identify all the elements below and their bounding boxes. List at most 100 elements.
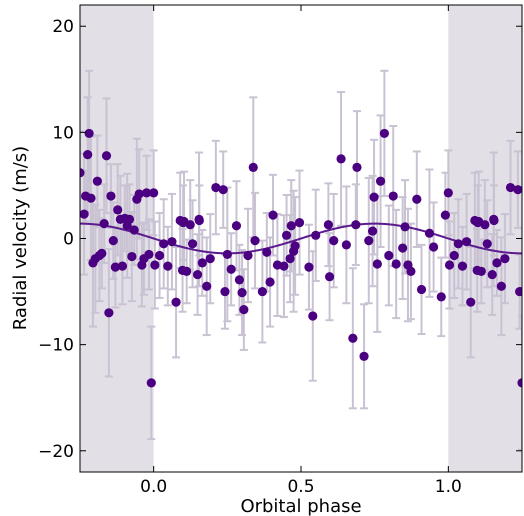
- data-point: [147, 378, 156, 387]
- data-point: [250, 236, 259, 245]
- x-tick-label: 0.0: [140, 477, 167, 497]
- data-point: [480, 220, 489, 229]
- data-point: [118, 261, 127, 270]
- data-point: [500, 254, 509, 263]
- data-point: [144, 250, 153, 259]
- data-point: [202, 282, 211, 291]
- data-point: [515, 287, 524, 296]
- data-point: [497, 282, 506, 291]
- data-point: [265, 277, 274, 286]
- data-point: [351, 220, 360, 229]
- data-point: [364, 236, 373, 245]
- data-point: [219, 185, 228, 194]
- data-point: [268, 211, 277, 220]
- x-axis-label: Orbital phase: [240, 496, 361, 516]
- data-point: [100, 219, 109, 228]
- data-point: [249, 163, 258, 172]
- data-point: [384, 251, 393, 260]
- data-point: [97, 249, 106, 258]
- data-point: [352, 163, 361, 172]
- data-point: [102, 151, 111, 160]
- data-point: [336, 154, 345, 163]
- data-point: [109, 236, 118, 245]
- data-point: [311, 231, 320, 240]
- data-point: [406, 267, 415, 276]
- data-point: [359, 352, 368, 361]
- data-point: [239, 305, 248, 314]
- data-point: [477, 267, 486, 276]
- data-point: [287, 221, 296, 230]
- data-point: [342, 240, 351, 249]
- data-point: [227, 265, 236, 274]
- data-point: [262, 248, 271, 257]
- data-point: [376, 177, 385, 186]
- data-point: [93, 177, 102, 186]
- data-point: [458, 261, 467, 270]
- data-point: [80, 209, 89, 218]
- y-tick-label: 0: [63, 230, 74, 250]
- data-point: [437, 292, 446, 301]
- y-tick-label: −20: [38, 442, 74, 462]
- data-point: [492, 258, 501, 267]
- y-axis-label: Radial velocity (m/s): [10, 146, 31, 330]
- data-point: [243, 251, 252, 260]
- data-point: [182, 267, 191, 276]
- data-point: [223, 250, 232, 259]
- data-point: [85, 129, 94, 138]
- data-point: [282, 231, 291, 240]
- data-point: [488, 270, 497, 279]
- data-point: [398, 243, 407, 252]
- y-tick-label: 20: [52, 17, 74, 37]
- data-point: [450, 251, 459, 260]
- data-point: [441, 211, 450, 220]
- data-point: [400, 222, 409, 231]
- data-point: [425, 229, 434, 238]
- data-point: [104, 308, 113, 317]
- data-point: [193, 270, 202, 279]
- data-point: [466, 298, 475, 307]
- data-point: [489, 216, 498, 225]
- data-point: [380, 129, 389, 138]
- data-point: [198, 258, 207, 267]
- data-point: [483, 239, 492, 248]
- data-point: [329, 236, 338, 245]
- data-point: [155, 251, 164, 260]
- data-point: [186, 220, 195, 229]
- data-point: [195, 216, 204, 225]
- x-tick-label: 0.5: [287, 477, 314, 497]
- data-point: [171, 298, 180, 307]
- data-point: [163, 261, 172, 270]
- data-point: [368, 226, 377, 235]
- data-point: [304, 263, 313, 272]
- data-point: [324, 220, 333, 229]
- data-point: [513, 185, 522, 194]
- x-tick-label: 1.0: [435, 477, 462, 497]
- data-point: [369, 193, 378, 202]
- data-point: [279, 261, 288, 270]
- data-point: [150, 260, 159, 269]
- data-point: [348, 334, 357, 343]
- data-point: [258, 287, 267, 296]
- data-point: [389, 191, 398, 200]
- y-tick-label: 10: [52, 123, 74, 143]
- data-point: [237, 288, 246, 297]
- data-point: [167, 237, 176, 246]
- data-point: [392, 259, 401, 268]
- data-point: [445, 260, 454, 269]
- data-point: [325, 272, 334, 281]
- data-point: [220, 287, 229, 296]
- data-point: [106, 191, 115, 200]
- data-point: [125, 215, 134, 224]
- data-point: [86, 194, 95, 203]
- data-point: [130, 225, 139, 234]
- y-tick-label: −10: [38, 336, 74, 356]
- data-point: [444, 188, 453, 197]
- data-point: [149, 188, 158, 197]
- data-point: [373, 259, 382, 268]
- data-point: [429, 242, 438, 251]
- data-point: [188, 239, 197, 248]
- data-point: [83, 150, 92, 159]
- data-point: [159, 239, 168, 248]
- data-point: [206, 254, 215, 263]
